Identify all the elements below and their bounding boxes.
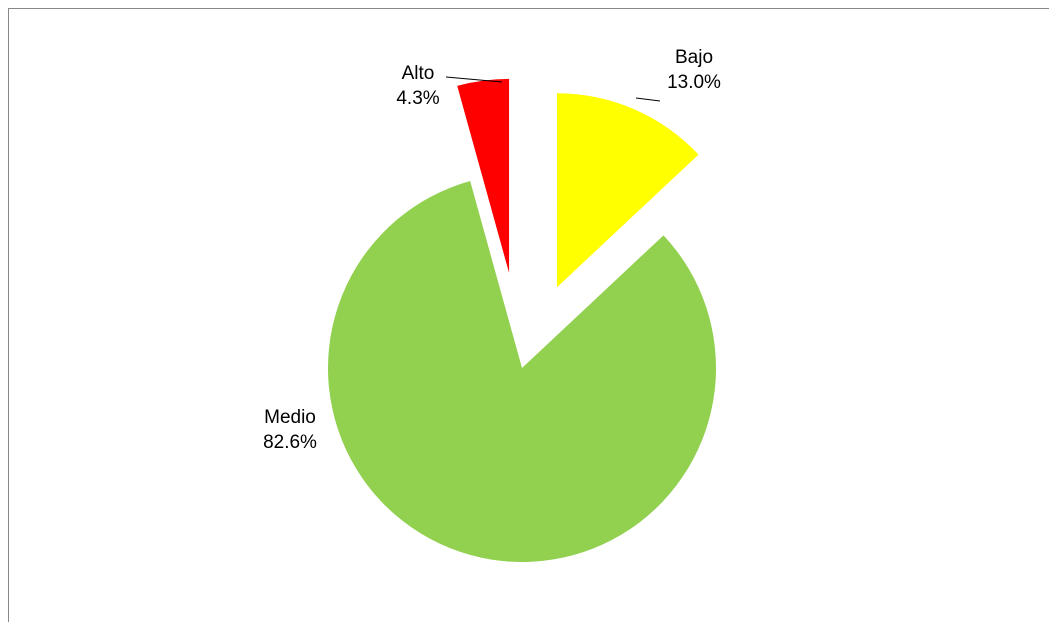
leader-line bbox=[635, 97, 661, 102]
slice-value-label: 13.0% bbox=[667, 72, 721, 93]
pie-slice bbox=[457, 78, 510, 273]
pie-slice bbox=[327, 181, 716, 562]
pie-slice bbox=[556, 93, 699, 288]
slice-label: Alto bbox=[402, 63, 435, 84]
slice-value-label: 82.6% bbox=[263, 432, 317, 453]
slice-value-label: 4.3% bbox=[396, 88, 439, 109]
leader-line bbox=[445, 76, 503, 83]
slice-label: Bajo bbox=[675, 47, 713, 68]
slice-label: Medio bbox=[264, 407, 316, 428]
